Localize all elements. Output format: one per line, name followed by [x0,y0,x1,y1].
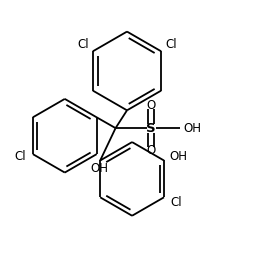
Text: Cl: Cl [14,150,26,163]
Text: OH: OH [169,150,187,163]
Text: OH: OH [183,122,201,135]
Text: OH: OH [90,162,108,175]
Text: O: O [147,99,156,112]
Text: S: S [146,122,156,135]
Text: O: O [147,144,156,158]
Text: Cl: Cl [171,196,182,209]
Text: Cl: Cl [77,38,89,52]
Text: Cl: Cl [165,38,177,52]
